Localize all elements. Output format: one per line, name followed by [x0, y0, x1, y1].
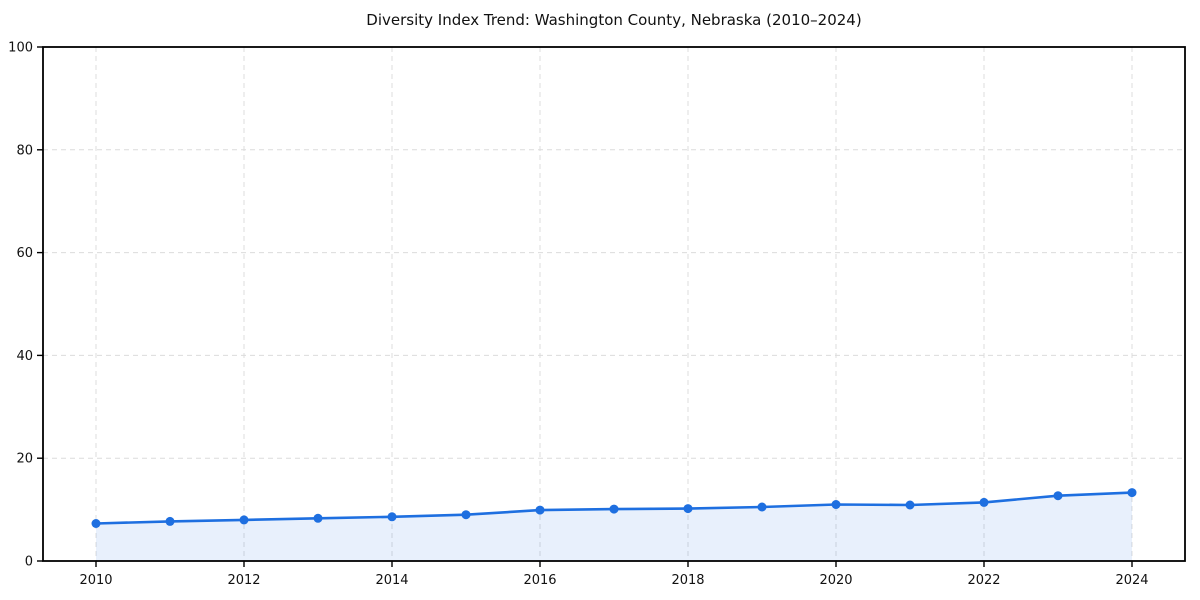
data-point-2020: [831, 500, 841, 509]
chart-title: Diversity Index Trend: Washington County…: [366, 11, 862, 29]
area-fill: [96, 492, 1132, 561]
x-tick-label-2014: 2014: [375, 573, 408, 588]
data-point-2015: [461, 510, 471, 520]
x-tick-label-2016: 2016: [523, 573, 556, 588]
x-tick-label-2024: 2024: [1115, 573, 1148, 588]
x-tick-label-2012: 2012: [227, 573, 260, 588]
plot-border: [42, 46, 1186, 562]
y-axis-ticks: [37, 46, 43, 562]
data-point-2017: [609, 504, 619, 514]
y-tick-label-40: 40: [16, 349, 33, 364]
data-point-2011: [165, 516, 175, 526]
data-point-2012: [239, 515, 249, 525]
x-tick-label-2018: 2018: [671, 573, 704, 588]
x-tick-label-2020: 2020: [819, 573, 852, 588]
y-tick-label-60: 60: [16, 246, 33, 261]
data-points: [91, 488, 1137, 528]
x-tick-label-2010: 2010: [79, 573, 112, 588]
y-tick-label-80: 80: [16, 143, 33, 158]
y-tick-labels: 0 20 40 60 80 100: [8, 41, 33, 570]
y-tick-label-0: 0: [25, 555, 33, 570]
y-tick-label-100: 100: [8, 41, 33, 56]
data-point-2013: [313, 513, 323, 523]
data-point-2014: [387, 512, 397, 522]
x-gridlines: [95, 47, 1133, 561]
data-point-2022: [979, 497, 989, 507]
data-point-2016: [535, 505, 545, 515]
data-point-2023: [1053, 491, 1063, 501]
data-point-2018: [683, 504, 693, 514]
x-tick-label-2022: 2022: [967, 573, 1000, 588]
y-tick-label-20: 20: [16, 452, 33, 467]
y-gridlines: [43, 149, 1185, 459]
x-tick-labels: 2010 2012 2014 2016 2018 2020 2022 2024: [79, 573, 1148, 588]
data-point-2010: [91, 519, 101, 528]
data-point-2021: [905, 500, 915, 510]
data-point-2024: [1127, 488, 1137, 498]
x-axis-ticks: [95, 561, 1133, 567]
data-point-2019: [757, 502, 767, 512]
